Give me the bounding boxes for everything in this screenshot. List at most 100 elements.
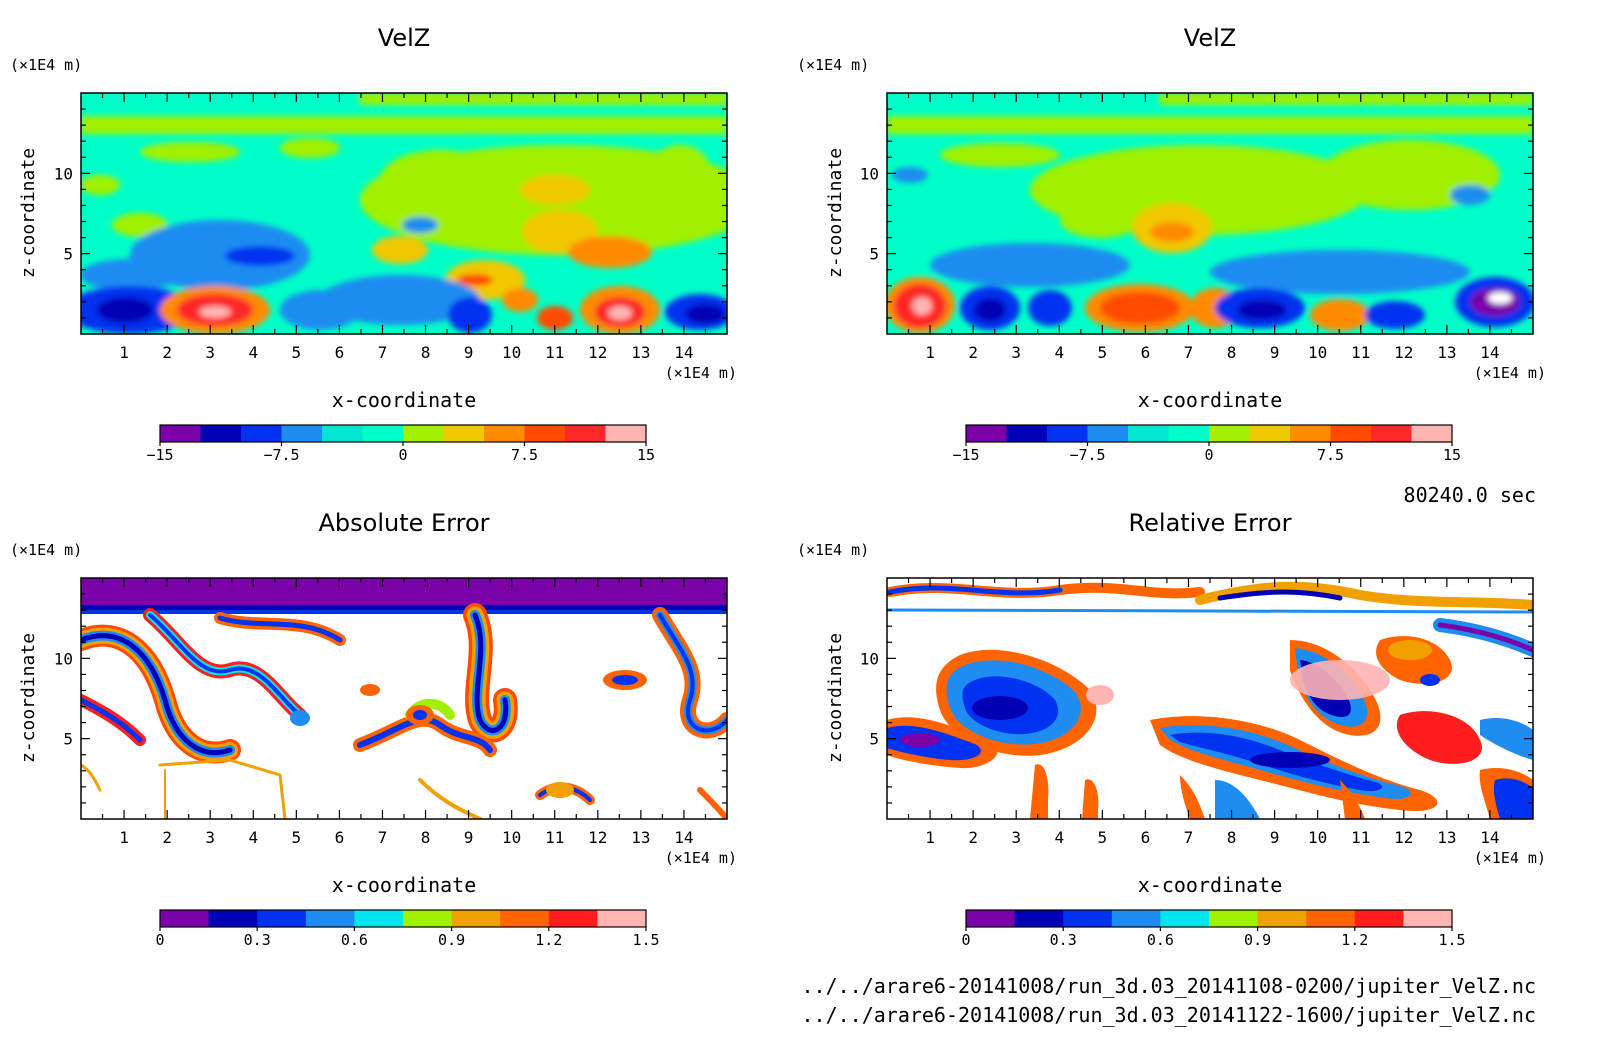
colorbar-label: 1.5 bbox=[1438, 931, 1465, 949]
colorbar-swatch bbox=[1014, 910, 1064, 927]
x-unit-label: (×1E4 m) bbox=[1474, 849, 1546, 867]
colorbar-swatch bbox=[548, 910, 598, 927]
x-tick-label: 3 bbox=[205, 343, 215, 362]
x-tick-label: 3 bbox=[1011, 828, 1021, 847]
x-tick-label: 1 bbox=[119, 343, 129, 362]
x-tick-label: 8 bbox=[421, 828, 431, 847]
colorbar-label: −7.5 bbox=[263, 446, 299, 464]
colorbar-swatch bbox=[484, 425, 525, 442]
colorbar-label: 1.2 bbox=[535, 931, 562, 949]
colorbar-label: 1.5 bbox=[632, 931, 659, 949]
x-tick-label: 13 bbox=[631, 828, 650, 847]
colorbar-swatch bbox=[1006, 425, 1048, 442]
y-unit-label: (×1E4 m) bbox=[10, 541, 82, 559]
colorbar-swatch bbox=[208, 910, 258, 927]
y-tick-label: 10 bbox=[54, 649, 73, 668]
colorbar-swatch bbox=[160, 425, 201, 442]
x-tick-label: 2 bbox=[162, 828, 172, 847]
x-tick-label: 8 bbox=[1227, 828, 1237, 847]
x-tick-label: 13 bbox=[631, 343, 650, 362]
colorbar-swatch bbox=[1411, 425, 1453, 442]
x-tick-label: 10 bbox=[1308, 343, 1327, 362]
x-tick-label: 6 bbox=[1141, 343, 1151, 362]
panel-title: Relative Error bbox=[1129, 509, 1292, 537]
colorbar-swatch bbox=[1209, 910, 1259, 927]
x-unit-label: (×1E4 m) bbox=[1474, 364, 1546, 382]
x-tick-label: 10 bbox=[502, 828, 521, 847]
colorbar-label: −15 bbox=[146, 446, 173, 464]
x-tick-label: 8 bbox=[421, 343, 431, 362]
x-tick-label: 2 bbox=[968, 828, 978, 847]
colorbar-swatch bbox=[1403, 910, 1453, 927]
y-axis-label: z-coordinate bbox=[825, 633, 846, 763]
x-tick-label: 5 bbox=[1098, 343, 1108, 362]
y-tick-label: 5 bbox=[63, 730, 73, 749]
x-axis-label: x-coordinate bbox=[332, 873, 477, 897]
x-tick-label: 12 bbox=[588, 828, 607, 847]
y-tick-label: 5 bbox=[869, 245, 879, 264]
file-path-1: ../../arare6-20141008/run_3d.03_20141108… bbox=[801, 974, 1536, 998]
colorbar-label: 0.6 bbox=[341, 931, 368, 949]
x-tick-label: 11 bbox=[1351, 343, 1370, 362]
x-tick-label: 10 bbox=[1308, 828, 1327, 847]
x-unit-label: (×1E4 m) bbox=[665, 849, 737, 867]
colorbar-swatch bbox=[605, 425, 647, 442]
x-tick-label: 4 bbox=[248, 343, 258, 362]
colorbar-label: 0 bbox=[155, 931, 164, 949]
x-axis-label: x-coordinate bbox=[1138, 873, 1283, 897]
x-tick-label: 11 bbox=[545, 828, 564, 847]
colorbar-swatch bbox=[362, 425, 404, 442]
y-unit-label: (×1E4 m) bbox=[10, 56, 82, 74]
colorbar-label: 0.9 bbox=[438, 931, 465, 949]
x-tick-label: 1 bbox=[925, 828, 935, 847]
colorbar-swatch bbox=[322, 425, 363, 442]
colorbar-label: 15 bbox=[637, 446, 655, 464]
colorbar-swatch bbox=[403, 425, 444, 442]
colorbar-label: 7.5 bbox=[1317, 446, 1344, 464]
panel-title: Absolute Error bbox=[318, 509, 489, 537]
y-unit-label: (×1E4 m) bbox=[797, 56, 869, 74]
x-tick-label: 7 bbox=[1184, 343, 1194, 362]
x-tick-label: 1 bbox=[119, 828, 129, 847]
colorbar-swatch bbox=[524, 425, 566, 442]
colorbar-swatch bbox=[1168, 425, 1210, 442]
x-unit-label: (×1E4 m) bbox=[665, 364, 737, 382]
x-tick-label: 13 bbox=[1437, 828, 1456, 847]
x-tick-label: 5 bbox=[292, 828, 302, 847]
panel-velz-left: VelZ (×1E4 m) bbox=[10, 24, 737, 464]
y-tick-label: 5 bbox=[869, 730, 879, 749]
file-path-2: ../../arare6-20141008/run_3d.03_20141122… bbox=[801, 1003, 1536, 1027]
colorbar-swatch bbox=[354, 910, 404, 927]
x-tick-label: 12 bbox=[1394, 828, 1413, 847]
x-tick-label: 14 bbox=[1480, 828, 1499, 847]
colorbar-label: 0.6 bbox=[1147, 931, 1174, 949]
contour-field bbox=[81, 578, 727, 819]
panel-title: VelZ bbox=[1184, 24, 1236, 52]
colorbar-label: 7.5 bbox=[511, 446, 538, 464]
colorbar-swatch bbox=[1354, 910, 1404, 927]
y-unit-label: (×1E4 m) bbox=[797, 541, 869, 559]
x-tick-label: 2 bbox=[162, 343, 172, 362]
x-tick-label: 14 bbox=[1480, 343, 1499, 362]
y-axis-label: z-coordinate bbox=[825, 148, 846, 278]
colorbar-swatch bbox=[966, 425, 1007, 442]
contour-field bbox=[887, 93, 1533, 334]
colorbar-label: −15 bbox=[952, 446, 979, 464]
x-tick-label: 7 bbox=[1184, 828, 1194, 847]
colorbar-frame bbox=[159, 909, 647, 928]
x-tick-label: 4 bbox=[1054, 828, 1064, 847]
colorbar-label: 15 bbox=[1443, 446, 1461, 464]
colorbar-swatch bbox=[1087, 425, 1129, 442]
colorbar-label: 0 bbox=[1204, 446, 1213, 464]
colorbar-label: 0.3 bbox=[244, 931, 271, 949]
y-tick-label: 10 bbox=[860, 164, 879, 183]
x-tick-label: 9 bbox=[464, 828, 474, 847]
x-tick-label: 10 bbox=[502, 343, 521, 362]
x-tick-label: 4 bbox=[1054, 343, 1064, 362]
colorbar-swatch bbox=[1290, 425, 1331, 442]
colorbar-swatch bbox=[305, 910, 355, 927]
colorbar-swatch bbox=[565, 425, 606, 442]
panel-velz-right: VelZ (×1E4 m) bbox=[797, 24, 1546, 464]
colorbar-swatch bbox=[500, 910, 550, 927]
colorbar-swatch bbox=[1249, 425, 1291, 442]
